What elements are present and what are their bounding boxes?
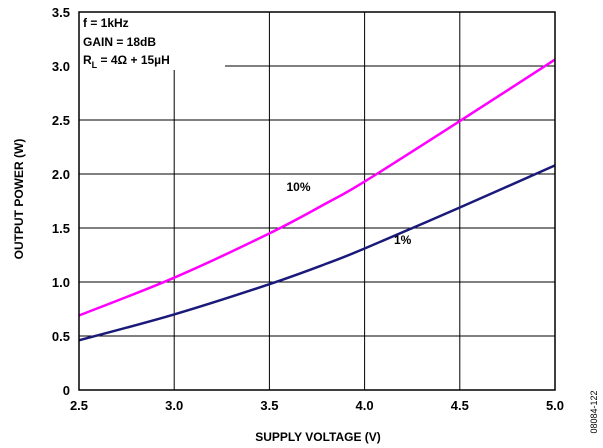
y-axis-label: OUTPUT POWER (W) (12, 139, 26, 260)
condition-frequency: f = 1kHz (83, 16, 129, 30)
series-line-0 (78, 58, 556, 317)
series-line-1 (78, 164, 556, 342)
condition-load-subscript: L (92, 60, 98, 70)
x-tick-label-2: 3.5 (260, 398, 278, 413)
figure-id: 08084-122 (589, 390, 599, 433)
series-lines (78, 58, 556, 342)
condition-load: RL = 4Ω + 15µH (83, 53, 170, 70)
series-label-1: 1% (394, 233, 412, 247)
x-tick-label-3: 4.0 (356, 398, 374, 413)
plot-frame (78, 11, 556, 391)
x-tick-label-1: 3.0 (165, 398, 183, 413)
condition-load-suffix: = 4Ω + 15µH (97, 53, 170, 67)
y-tick-label-0: 0 (63, 383, 70, 398)
condition-gain: GAIN = 18dB (83, 35, 156, 49)
y-tick-label-1: 0.5 (52, 329, 70, 344)
x-axis-label: SUPPLY VOLTAGE (V) (255, 430, 381, 444)
x-tick-label-5: 5.0 (546, 398, 564, 413)
conditions-box (79, 12, 225, 70)
series-label-0: 10% (287, 180, 311, 194)
y-tick-label-7: 3.5 (52, 5, 70, 20)
y-tick-label-4: 2.0 (52, 167, 70, 182)
y-tick-label-2: 1.0 (52, 275, 70, 290)
x-tick-label-0: 2.5 (70, 398, 88, 413)
x-tick-labels: 2.5 3.0 3.5 4.0 4.5 5.0 (70, 398, 564, 413)
y-tick-label-6: 3.0 (52, 59, 70, 74)
y-tick-labels: 0 0.5 1.0 1.5 2.0 2.5 3.0 3.5 (52, 5, 70, 398)
condition-load-prefix: R (83, 53, 92, 67)
y-tick-label-5: 2.5 (52, 113, 70, 128)
series-labels: 10% 1% (287, 180, 412, 247)
y-tick-label-3: 1.5 (52, 221, 70, 236)
x-tick-label-4: 4.5 (451, 398, 469, 413)
